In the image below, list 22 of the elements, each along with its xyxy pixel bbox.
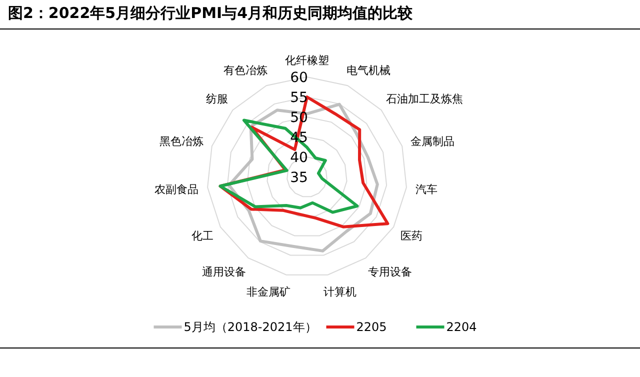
spoke-label: 石油加工及炼焦 xyxy=(386,92,463,106)
spoke-label: 金属制品 xyxy=(410,134,454,148)
spoke-label: 非金属矿 xyxy=(246,285,291,298)
spoke-label: 汽车 xyxy=(415,183,438,196)
spoke-label: 纺服 xyxy=(206,92,228,106)
spoke-label: 黑色冶炼 xyxy=(160,134,204,148)
spoke-label: 有色冶炼 xyxy=(223,64,268,78)
spoke-label: 电气机械 xyxy=(346,64,391,78)
spoke-label: 计算机 xyxy=(323,285,356,298)
spoke-label: 医药 xyxy=(400,230,422,242)
legend-label: 2205 xyxy=(356,320,387,334)
spoke-label: 通用设备 xyxy=(202,266,246,279)
spoke-label: 农副食品 xyxy=(154,183,199,196)
y-tick-label: 40 xyxy=(290,150,308,166)
y-tick-label: 60 xyxy=(290,70,308,86)
legend-label: 2204 xyxy=(446,320,477,334)
spoke-label: 化纤橡塑 xyxy=(285,54,329,67)
spoke-label: 化工 xyxy=(192,230,214,242)
spoke-label: 专用设备 xyxy=(368,266,412,279)
chart-title: 图2：2022年5月细分行业PMI与4月和历史同期均值的比较 xyxy=(8,4,414,22)
y-tick-label: 35 xyxy=(290,170,308,186)
legend-label: 5月均（2018-2021年） xyxy=(184,320,317,334)
